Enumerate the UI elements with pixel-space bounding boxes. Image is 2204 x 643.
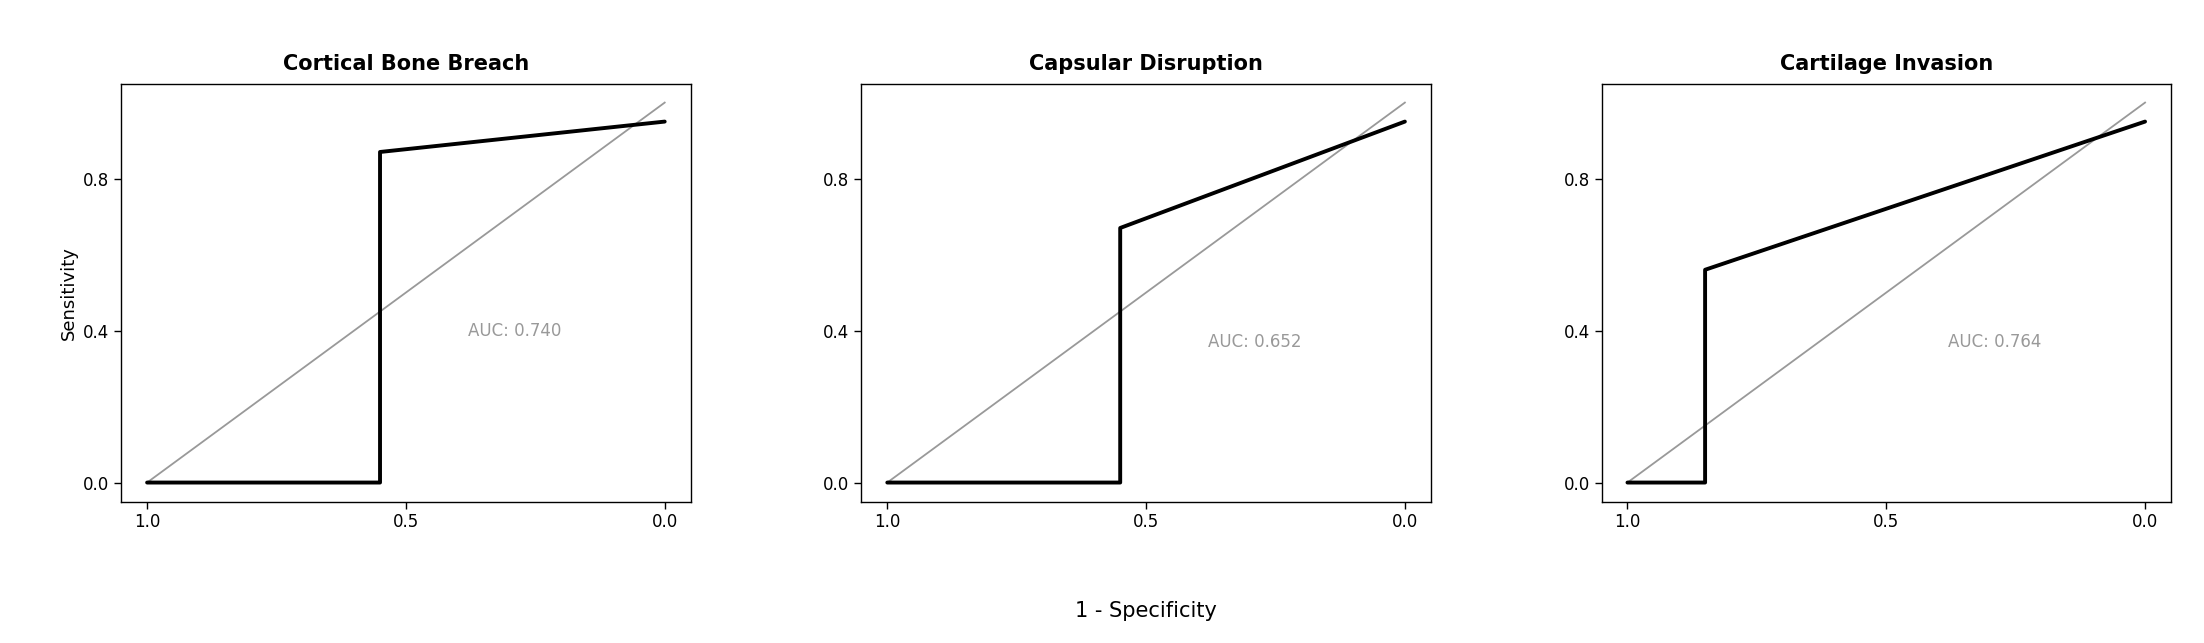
Title: Capsular Disruption: Capsular Disruption	[1029, 54, 1263, 74]
Title: Cartilage Invasion: Cartilage Invasion	[1779, 54, 1992, 74]
Title: Cortical Bone Breach: Cortical Bone Breach	[282, 54, 529, 74]
Text: AUC: 0.740: AUC: 0.740	[467, 322, 562, 340]
Text: AUC: 0.764: AUC: 0.764	[1948, 333, 2041, 351]
Text: AUC: 0.652: AUC: 0.652	[1208, 333, 1303, 351]
Text: 1 - Specificity: 1 - Specificity	[1076, 601, 1217, 621]
Y-axis label: Sensitivity: Sensitivity	[60, 246, 77, 340]
